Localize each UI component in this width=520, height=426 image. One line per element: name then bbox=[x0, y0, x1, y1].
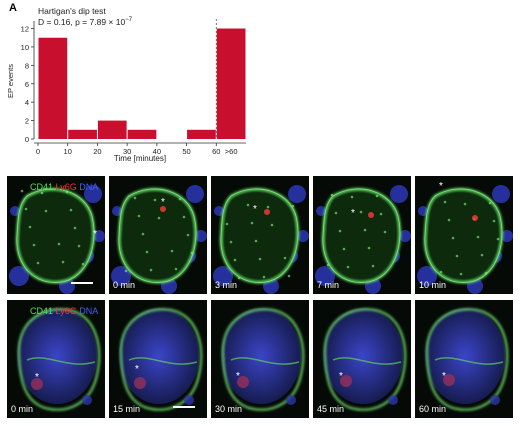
panel-b-channel-legend: CD41 Ly6G DNA bbox=[30, 182, 98, 192]
bar->60 bbox=[217, 29, 246, 139]
panel-b-frame-4: 7 min * bbox=[313, 176, 411, 294]
panel-b-frame-2: 0 min * bbox=[109, 176, 207, 294]
microscopy-image bbox=[415, 300, 513, 418]
panel-a-histogram: Hartigan's dip test D = 0.16, p = 7.89 ×… bbox=[0, 0, 520, 170]
panel-b-frame-5: 10 min * bbox=[415, 176, 513, 294]
asterisk-marker: * bbox=[161, 198, 165, 208]
dip-stats: D = 0.16, p = 7.89 × 10−7 bbox=[38, 17, 133, 27]
timepoint-label: 10 min bbox=[419, 280, 446, 290]
x-tick-label: 50 bbox=[182, 147, 190, 156]
timepoint-label: 0 min bbox=[113, 280, 135, 290]
x-tick-label: 60 bbox=[212, 147, 220, 156]
microscopy-image bbox=[313, 176, 411, 294]
y-tick-label: 8 bbox=[25, 61, 29, 70]
y-tick-label: 6 bbox=[25, 80, 29, 89]
asterisk-marker: * bbox=[236, 372, 240, 382]
timepoint-label: 3 min bbox=[215, 280, 237, 290]
bar-50-60 bbox=[187, 130, 216, 139]
bar-20-30 bbox=[98, 121, 127, 139]
panel-b-frame-1: * bbox=[7, 176, 105, 294]
legend-dna: DNA bbox=[79, 182, 98, 192]
y-tick-label: 12 bbox=[21, 25, 29, 34]
chart-bars bbox=[39, 29, 246, 139]
dip-stats-exponent: −7 bbox=[125, 17, 133, 23]
microscopy-image bbox=[7, 300, 105, 418]
y-tick-label: 10 bbox=[21, 43, 29, 52]
panel-c-frame-2: 15 min * bbox=[109, 300, 207, 418]
microscopy-image bbox=[211, 300, 309, 418]
y-axis-label: EP events bbox=[6, 64, 15, 98]
bar-10-20 bbox=[68, 130, 97, 139]
legend-dna: DNA bbox=[79, 306, 98, 316]
timepoint-label: 45 min bbox=[317, 404, 344, 414]
asterisk-marker: * bbox=[439, 182, 443, 192]
asterisk-marker: * bbox=[442, 372, 446, 382]
microscopy-image bbox=[109, 176, 207, 294]
timepoint-label: 15 min bbox=[113, 404, 140, 414]
x-axis-label: Time [minutes] bbox=[114, 154, 166, 163]
dip-test-annotation: Hartigan's dip test D = 0.16, p = 7.89 ×… bbox=[38, 6, 133, 27]
timepoint-label: 0 min bbox=[11, 404, 33, 414]
bar-30-40 bbox=[128, 130, 157, 139]
legend-cd41: CD41 bbox=[30, 306, 53, 316]
panel-c-frame-3: 30 min * bbox=[211, 300, 309, 418]
asterisk-marker: * bbox=[93, 230, 97, 240]
timepoint-label: 7 min bbox=[317, 280, 339, 290]
panel-c-frame-4: 45 min * bbox=[313, 300, 411, 418]
panel-c-frame-1: 0 min * bbox=[7, 300, 105, 418]
microscopy-image bbox=[415, 176, 513, 294]
dip-title: Hartigan's dip test bbox=[38, 6, 106, 16]
timepoint-label: 60 min bbox=[419, 404, 446, 414]
scale-bar bbox=[173, 406, 195, 408]
microscopy-image bbox=[313, 300, 411, 418]
asterisk-marker: * bbox=[339, 372, 343, 382]
dip-stats-main: D = 0.16, p = 7.89 × 10 bbox=[38, 17, 125, 27]
legend-cd41: CD41 bbox=[30, 182, 53, 192]
timepoint-label: 30 min bbox=[215, 404, 242, 414]
legend-ly6g: Ly6G bbox=[56, 306, 77, 316]
legend-ly6g: Ly6G bbox=[56, 182, 77, 192]
scale-bar bbox=[71, 282, 93, 284]
panel-b-frame-3: 3 min * bbox=[211, 176, 309, 294]
y-tick-label: 2 bbox=[25, 117, 29, 126]
microscopy-image bbox=[109, 300, 207, 418]
bar-0-10 bbox=[39, 38, 68, 139]
x-tick-label: 10 bbox=[64, 147, 72, 156]
panel-c-channel-legend: CD41 Ly6G DNA bbox=[30, 306, 98, 316]
y-tick-label: 4 bbox=[25, 98, 29, 107]
asterisk-marker: * bbox=[135, 365, 139, 375]
x-tick-label: >60 bbox=[225, 147, 238, 156]
asterisk-marker: * bbox=[253, 205, 257, 215]
panel-c-frame-5: 60 min * bbox=[415, 300, 513, 418]
asterisk-marker: * bbox=[351, 209, 355, 219]
y-tick-label: 0 bbox=[25, 135, 29, 144]
microscopy-image bbox=[7, 176, 105, 294]
x-tick-label: 0 bbox=[36, 147, 40, 156]
asterisk-marker: * bbox=[35, 373, 39, 383]
microscopy-image bbox=[211, 176, 309, 294]
y-tick-labels: 0 2 4 6 8 10 12 bbox=[21, 25, 34, 144]
x-tick-label: 20 bbox=[93, 147, 101, 156]
